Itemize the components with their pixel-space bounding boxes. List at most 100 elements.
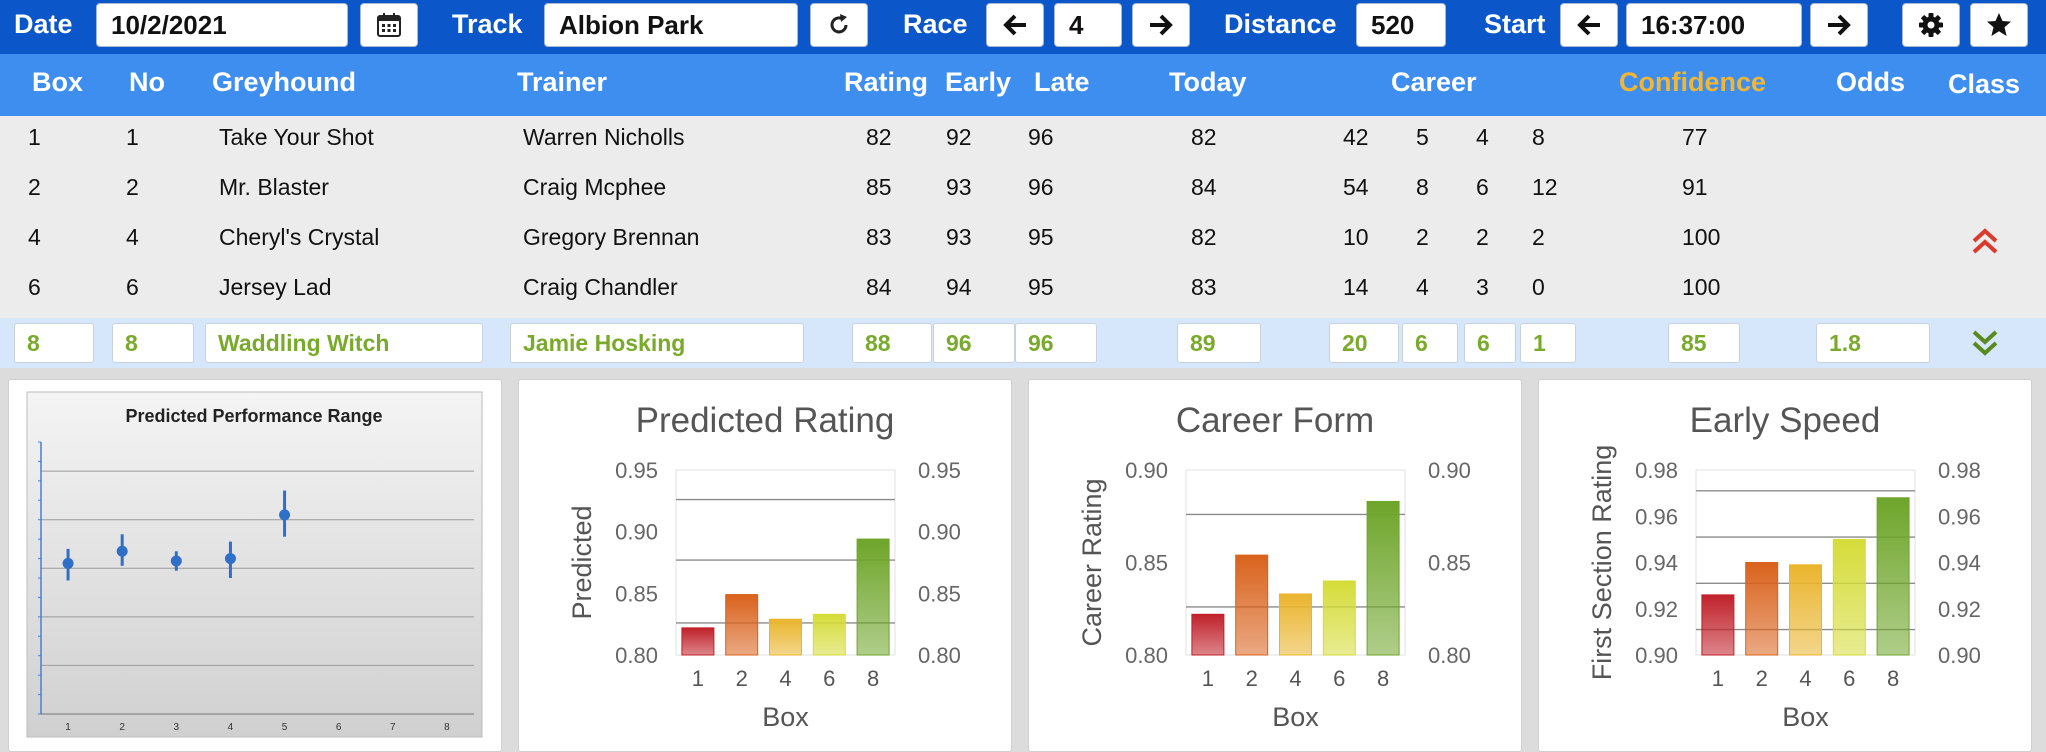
cell-career-wins: 2	[1416, 224, 1429, 250]
bar-box-8	[856, 538, 890, 656]
favorite-button[interactable]	[1970, 3, 2028, 47]
header-box[interactable]: Box	[32, 67, 84, 97]
cell-box: 4	[28, 224, 41, 250]
career-form-chart: Career Form 0.80 0.80 0.85 0.85 0.90 0.90 1 2 4 6 8…	[1077, 401, 1471, 732]
y-tick-label-right: 0.80	[918, 643, 961, 668]
cell-confidence: 100	[1682, 274, 1721, 300]
star-icon	[1987, 13, 2011, 36]
edit-box[interactable]: 8	[14, 323, 94, 363]
edit-today[interactable]: 89	[1177, 323, 1261, 363]
header-today[interactable]: Today	[1169, 67, 1247, 97]
header-early[interactable]: Early	[945, 67, 1012, 97]
header-no[interactable]: No	[129, 67, 165, 97]
cell-career-seconds: 6	[1476, 174, 1489, 200]
cell-career-wins: 8	[1416, 174, 1429, 200]
race-prev-button[interactable]	[986, 3, 1044, 47]
range-point	[279, 509, 291, 521]
start-label: Start	[1484, 9, 1546, 39]
edit-career-seconds[interactable]: 6	[1464, 323, 1516, 363]
race-label: Race	[903, 9, 968, 39]
x-tick-label: 8	[1377, 666, 1389, 691]
table-row[interactable]: 4 4 Cheryl's Crystal Gregory Brennan 83 …	[0, 224, 2046, 260]
range-point	[170, 555, 182, 567]
cell-today: 84	[1191, 174, 1217, 200]
table-row[interactable]: 6 6 Jersey Lad Craig Chandler 84 94 95 8…	[0, 274, 2046, 310]
early-speed-panel: Early Speed 0.90 0.90 0.92 0.92 0.94 0.94 0.96 0…	[1538, 379, 2032, 752]
x-tick-label: 4	[1289, 666, 1301, 691]
chart-title: Predicted Rating	[636, 401, 895, 440]
bar-box-1	[681, 627, 715, 656]
table-row[interactable]: 1 1 Take Your Shot Warren Nicholls 82 92…	[0, 124, 2046, 160]
x-tick-label: 6	[1333, 666, 1345, 691]
x-tick-label: 2	[1756, 666, 1768, 691]
x-tick-label: 7	[390, 722, 396, 733]
header-trainer[interactable]: Trainer	[517, 67, 608, 97]
edit-no[interactable]: 8	[112, 323, 194, 363]
header-rating[interactable]: Rating	[844, 67, 928, 97]
track-field[interactable]: Albion Park	[544, 3, 798, 47]
bar-box-1	[1701, 594, 1735, 656]
x-tick-label: 8	[444, 722, 450, 733]
distance-label: Distance	[1224, 9, 1337, 39]
edit-career-thirds[interactable]: 1	[1520, 323, 1576, 363]
cell-today: 83	[1191, 274, 1217, 300]
race-next-button[interactable]	[1132, 3, 1190, 47]
y-tick-label-left: 0.85	[1125, 551, 1168, 576]
header-confidence[interactable]: Confidence	[1619, 67, 1767, 97]
race-field[interactable]: 4	[1054, 3, 1122, 47]
cell-late: 96	[1028, 124, 1054, 150]
distance-field[interactable]: 520	[1356, 3, 1446, 47]
header-class[interactable]: Class	[1948, 69, 2021, 99]
start-prev-button[interactable]	[1560, 3, 1618, 47]
edit-late[interactable]: 96	[1015, 323, 1097, 363]
cell-late: 95	[1028, 274, 1054, 300]
header-odds[interactable]: Odds	[1836, 67, 1906, 97]
start-time-field[interactable]: 16:37:00	[1626, 3, 1802, 47]
y-tick-label-right: 0.92	[1938, 597, 1981, 622]
runner-list: 1 1 Take Your Shot Warren Nicholls 82 92…	[0, 116, 2046, 318]
predicted-rating-chart: Predicted Rating 0.80 0.80 0.85 0.85 0.90 0.90…	[567, 401, 961, 732]
edit-confidence[interactable]: 85	[1668, 323, 1740, 363]
edit-career-wins[interactable]: 6	[1402, 323, 1458, 363]
x-tick-label: 3	[174, 722, 180, 733]
cell-late: 96	[1028, 174, 1054, 200]
table-row[interactable]: 2 2 Mr. Blaster Craig Mcphee 85 93 96 84…	[0, 174, 2046, 210]
x-tick-label: 5	[282, 722, 288, 733]
settings-button[interactable]	[1902, 3, 1960, 47]
y-tick-label-left: 0.80	[615, 643, 658, 668]
cell-greyhound: Mr. Blaster	[219, 174, 329, 200]
selected-runner-row: 8 8 Waddling Witch Jamie Hosking 88 96 9…	[0, 318, 2046, 368]
y-tick-label-right: 0.95	[918, 458, 961, 483]
y-axis-label: Predicted	[567, 505, 597, 619]
cell-confidence: 77	[1682, 124, 1708, 150]
y-tick-label-right: 0.90	[1938, 643, 1981, 668]
bar-box-8	[1876, 497, 1910, 656]
header-greyhound[interactable]: Greyhound	[212, 67, 357, 97]
bar-box-6	[812, 613, 846, 656]
edit-trainer[interactable]: Jamie Hosking	[510, 323, 804, 363]
edit-odds[interactable]: 1.8	[1816, 323, 1930, 363]
edit-career-starts[interactable]: 20	[1329, 323, 1399, 363]
refresh-button[interactable]	[810, 3, 868, 47]
header-career[interactable]: Career	[1391, 67, 1477, 97]
x-tick-label: 8	[1887, 666, 1899, 691]
calendar-button[interactable]	[360, 3, 418, 47]
cell-trainer: Gregory Brennan	[523, 224, 700, 250]
date-label: Date	[14, 9, 73, 39]
cell-rating: 85	[866, 174, 892, 200]
y-tick-label-left: 0.94	[1635, 551, 1678, 576]
edit-early[interactable]: 96	[933, 323, 1015, 363]
bar-box-4	[769, 618, 802, 656]
start-next-button[interactable]	[1810, 3, 1868, 47]
edit-rating[interactable]: 88	[852, 323, 932, 363]
plot-area	[26, 391, 483, 738]
cell-career-wins: 4	[1416, 274, 1429, 300]
x-axis-label: Box	[1272, 702, 1319, 732]
gear-icon	[1919, 13, 1943, 37]
date-field[interactable]: 10/2/2021	[96, 3, 348, 47]
cell-career-seconds: 3	[1476, 274, 1489, 300]
x-tick-label: 1	[692, 666, 704, 691]
x-tick-label: 2	[119, 722, 125, 733]
header-late[interactable]: Late	[1034, 67, 1090, 97]
edit-greyhound[interactable]: Waddling Witch	[205, 323, 483, 363]
